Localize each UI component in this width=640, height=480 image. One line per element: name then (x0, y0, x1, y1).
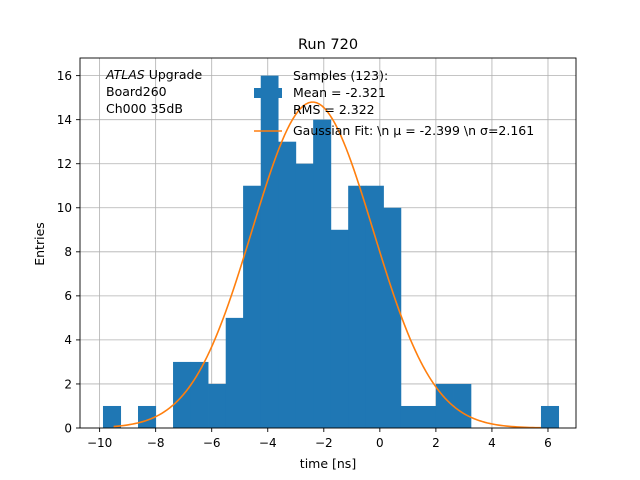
legend-samples-swatch (254, 88, 282, 98)
histogram-bar (295, 163, 314, 428)
legend-samples-text: RMS = 2.322 (293, 102, 375, 117)
x-tick-label: 6 (544, 436, 552, 450)
y-tick-label: 12 (57, 157, 72, 171)
histogram-bar (383, 207, 402, 428)
x-axis-label: time [ns] (300, 456, 356, 471)
legend-samples-text: Samples (123): (293, 68, 388, 83)
histogram-bar (225, 317, 244, 428)
x-tick-label: −8 (147, 436, 165, 450)
annotation-line: Ch000 35dB (106, 101, 183, 116)
histogram-bar (102, 405, 122, 428)
histogram-bar (435, 383, 454, 428)
histogram-bar (400, 405, 419, 428)
x-tick-label: 4 (488, 436, 496, 450)
y-axis-label: Entries (32, 222, 47, 266)
histogram-bar (208, 383, 227, 428)
histogram-bar (330, 229, 349, 428)
annotation-line: Board260 (106, 84, 167, 99)
y-tick-label: 2 (64, 377, 72, 391)
legend-fit-text: Gaussian Fit: \n μ = -2.399 \n σ=2.161 (293, 123, 534, 138)
histogram-bar (418, 405, 437, 428)
y-tick-label: 0 (64, 421, 72, 435)
y-tick-label: 4 (64, 333, 72, 347)
plot-frame (79, 57, 577, 429)
histogram-bar (365, 185, 384, 428)
y-tick-label: 16 (57, 69, 72, 83)
x-tick-label: 2 (432, 436, 440, 450)
histogram-bar (313, 119, 332, 429)
histogram-bar (348, 185, 367, 428)
y-tick-label: 6 (64, 289, 72, 303)
chart-title: Run 720 (298, 37, 358, 53)
histogram-bar (453, 383, 472, 428)
gaussian-fit-line (113, 101, 541, 429)
legend-samples-text: Mean = -2.321 (293, 85, 386, 100)
y-tick-label: 14 (57, 113, 72, 127)
x-tick-label: −10 (87, 436, 112, 450)
x-tick-label: −6 (203, 436, 221, 450)
annotation-line: ATLAS Upgrade (105, 67, 202, 82)
x-tick-label: 0 (376, 436, 384, 450)
y-tick-label: 8 (64, 245, 72, 259)
atlas-annotation: ATLAS Upgrade Board260 Ch000 35dB (105, 67, 202, 116)
histogram-bar (278, 141, 297, 428)
histogram-bar (540, 405, 560, 428)
legend: Samples (123): Mean = -2.321 RMS = 2.322… (254, 68, 534, 138)
histogram-bar (260, 75, 279, 428)
x-tick-label: −4 (259, 436, 277, 450)
x-tick-label: −2 (315, 436, 333, 450)
histogram-bar (243, 185, 262, 428)
y-tick-label: 10 (57, 201, 72, 215)
